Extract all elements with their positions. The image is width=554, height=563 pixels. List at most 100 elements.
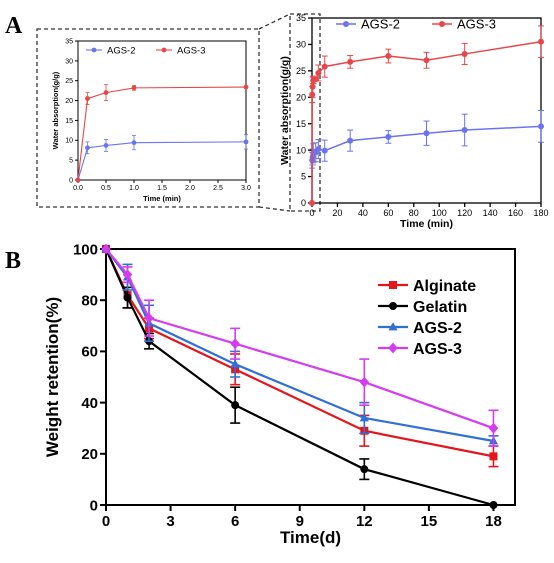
legend-marker	[343, 21, 349, 27]
legend-marker	[389, 302, 397, 310]
data-point	[385, 53, 392, 60]
legend-entry: AGS-2	[378, 320, 462, 337]
y-tick-label: 20	[65, 98, 73, 105]
data-point	[347, 58, 354, 65]
y-axis-title: Water absorption(g/g)	[279, 56, 291, 165]
series-ags-3	[309, 25, 544, 206]
data-point	[230, 359, 240, 368]
data-point	[538, 38, 544, 45]
y-axis-title: Weight retention(%)	[43, 297, 62, 457]
series-ags-3	[101, 243, 499, 447]
legend-entry: AGS-2	[86, 45, 136, 56]
zoom-connector-top	[258, 13, 291, 30]
legend-label: AGS-2	[361, 17, 400, 32]
legend-marker	[388, 342, 398, 354]
x-axis-title: Time (min)	[143, 194, 181, 203]
data-point	[231, 401, 240, 410]
x-tick-label: 9	[296, 513, 304, 530]
x-tick-label: 15	[421, 513, 438, 530]
data-point	[243, 84, 249, 90]
y-axis-title: Water absorption(g/g)	[51, 71, 60, 149]
legend-entry: AGS-3	[378, 341, 462, 358]
data-point	[488, 422, 499, 434]
series-ags-2	[75, 134, 249, 183]
y-tick-label: 35	[296, 13, 306, 23]
data-point	[359, 376, 370, 388]
series-line	[77, 86, 247, 181]
data-point	[385, 133, 392, 140]
inset-chart: 0.0 0.5 1.0 1.5 2.0 2.5 3.0 0 5 10 15 20 25 30 35 Time …	[51, 38, 251, 203]
x-tick-label: 0.0	[73, 185, 83, 192]
data-point	[131, 140, 137, 146]
series-line	[105, 248, 494, 443]
data-point	[131, 85, 137, 91]
legend-label: AGS-2	[413, 320, 462, 337]
data-point	[101, 243, 111, 255]
y-tick-label: 40	[81, 395, 98, 412]
series-ags-2	[309, 110, 544, 206]
legend-label: AGS-2	[107, 45, 136, 56]
data-point	[309, 83, 316, 90]
y-tick-label: 100	[73, 241, 98, 258]
zoom-connector-bottom	[258, 206, 291, 212]
panel-letter-a: A	[5, 13, 23, 39]
y-tick-label: 0	[69, 177, 73, 184]
data-point	[347, 137, 354, 144]
panel-letter-b: B	[5, 248, 21, 274]
y-tick-label: 25	[296, 66, 306, 76]
data-point	[144, 312, 154, 324]
legend-label: AGS-3	[457, 17, 496, 32]
x-tick-label: 160	[508, 208, 523, 218]
y-tick-label: 35	[65, 38, 73, 45]
y-tick-label: 15	[296, 119, 306, 129]
data-point	[103, 143, 109, 148]
x-tick-label: 140	[483, 208, 498, 218]
legend-entry: AGS-2	[336, 17, 400, 32]
legend-marker	[91, 47, 97, 53]
data-point	[85, 145, 90, 151]
x-tick-label: 0	[102, 513, 110, 530]
x-tick-label: 1.5	[157, 185, 167, 192]
data-point	[85, 96, 90, 101]
legend-marker	[389, 281, 397, 289]
y-tick-label: 5	[301, 172, 306, 182]
data-point	[230, 338, 240, 350]
x-tick-label: 40	[358, 208, 368, 218]
y-tick-label: 10	[65, 138, 73, 145]
plot-frame	[311, 17, 542, 204]
legend-label: Gelatin	[413, 299, 467, 316]
x-tick-label: 0.5	[101, 185, 111, 192]
legend-marker	[439, 21, 445, 27]
series-line	[105, 248, 494, 430]
y-tick-label: 0	[301, 198, 306, 208]
y-tick-label: 30	[296, 40, 306, 50]
x-tick-label: 3.0	[241, 185, 251, 192]
y-tick-label: 25	[65, 78, 73, 85]
x-axis-title: Time (min)	[400, 218, 453, 230]
x-tick-label: 3	[166, 513, 174, 530]
data-point	[423, 130, 430, 137]
x-tick-label: 12	[356, 513, 373, 530]
absorption-chart: 0 20 40 60 80 100 120 140 160 180 0 5 10 15 20 25 30 35 Ti…	[279, 13, 549, 230]
data-point	[321, 147, 328, 154]
legend-label: AGS-3	[413, 341, 462, 358]
legend-marker	[388, 322, 398, 331]
data-point	[489, 452, 498, 461]
data-point	[321, 63, 328, 70]
y-tick-label: 80	[81, 292, 98, 309]
data-point	[461, 127, 468, 134]
legend-entry: AGS-3	[432, 17, 496, 32]
retention-chart: 0 3 6 9 12 15 18 0 20 40 60 80 100 Time(d) Weight rete…	[43, 241, 516, 547]
legend-entry: AGS-3	[156, 45, 206, 56]
data-point	[538, 123, 544, 130]
x-tick-label: 2.5	[213, 185, 223, 192]
data-point	[359, 413, 369, 422]
y-tick-label: 15	[65, 118, 73, 125]
data-point	[360, 465, 369, 474]
x-tick-label: 1.0	[129, 185, 139, 192]
x-tick-label: 180	[533, 208, 548, 218]
y-tick-label: 30	[65, 58, 73, 65]
series-line	[77, 141, 247, 181]
data-point	[315, 146, 322, 153]
